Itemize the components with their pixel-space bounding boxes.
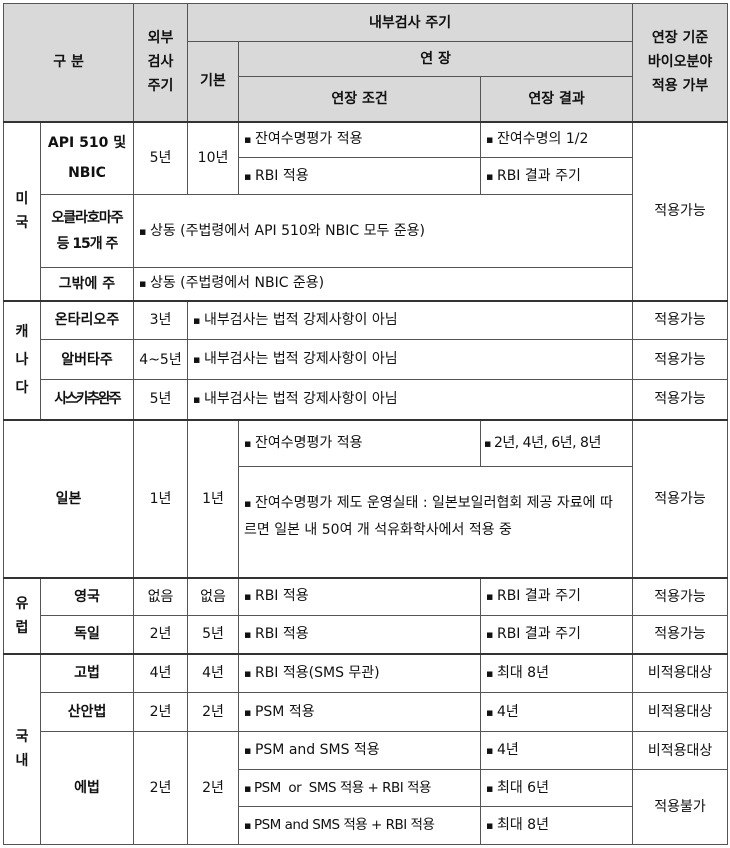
ext-condition: 잔여수명평가 적용 [238, 418, 482, 467]
basic-cycle: 10년 [187, 120, 240, 195]
ext-result: 최대 6년 [480, 769, 634, 807]
external-cycle: 2년 [133, 692, 189, 732]
basic-cycle: 4년 [187, 652, 240, 693]
ext-result: RBI 결과 주기 [480, 576, 634, 616]
ext-condition: RBI 적용 [238, 576, 482, 616]
basic-cycle: 2년 [187, 731, 240, 845]
header-ext-condition: 연장 조건 [238, 76, 482, 122]
header-ext-result: 연장 결과 [480, 76, 634, 122]
region-canada: 캐 나 다 [3, 299, 41, 420]
row-text: 내부검사는 법적 강제사항이 아님 [187, 339, 634, 380]
region-europe: 유 럽 [3, 576, 41, 654]
header-extension: 연 장 [238, 41, 634, 77]
applicability: 적용불가 [632, 769, 729, 845]
external-cycle: 5년 [133, 120, 189, 195]
basic-cycle: 2년 [187, 692, 240, 732]
ext-condition: PSM and SMS 적용 [238, 731, 482, 770]
ext-condition: RBI 적용 [238, 157, 482, 195]
basic-cycle: 없음 [187, 576, 240, 616]
row-label: 알버타주 [39, 339, 135, 380]
row-label: 산안법 [39, 692, 135, 732]
row-label: 그밖에 주 [39, 267, 135, 301]
ext-result: 2년, 4년, 6년, 8년 [480, 418, 634, 467]
applicability: 적용가능 [632, 576, 729, 616]
row-label: 오클라호마주 등 15개 주 [39, 194, 135, 268]
ext-condition: RBI 적용 [238, 615, 482, 654]
applicability: 비적용대상 [632, 692, 729, 732]
header-basic: 기본 [187, 41, 240, 122]
header-applicability: 연장 기준 바이오분야 적용 가부 [632, 3, 729, 122]
row-label: API 510 및 NBIC [39, 120, 135, 195]
basic-cycle: 5년 [187, 615, 240, 654]
ext-result: RBI 결과 주기 [480, 157, 634, 195]
header-category: 구 분 [2, 3, 135, 122]
applicability: 적용가능 [632, 418, 729, 578]
ext-condition: PSM and SMS 적용 + RBI 적용 [238, 806, 482, 845]
ext-condition: PSM 적용 [238, 692, 482, 732]
external-cycle: 2년 [133, 615, 189, 654]
applicability: 적용가능 [632, 120, 729, 301]
applicability: 적용가능 [632, 299, 729, 340]
ext-condition: PSM or SMS 적용 + RBI 적용 [238, 769, 482, 807]
applicability: 적용가능 [632, 379, 729, 420]
ext-result: RBI 결과 주기 [480, 615, 634, 654]
external-cycle: 1년 [133, 418, 189, 578]
row-text: 내부검사는 법적 강제사항이 아님 [187, 299, 634, 340]
ext-result: 잔여수명의 1/2 [480, 120, 634, 158]
applicability: 비적용대상 [632, 652, 729, 693]
row-label: 독일 [39, 615, 135, 654]
ext-condition: 잔여수명평가 적용 [238, 120, 482, 158]
row-label: 일본 [2, 418, 135, 578]
row-text: 내부검사는 법적 강제사항이 아님 [187, 379, 634, 420]
inspection-cycle-table: 구 분 외부 검사 주기 내부검사 주기 연장 기준 바이오분야 적용 가부 기… [2, 3, 729, 845]
region-usa: 미 국 [3, 120, 41, 301]
row-label: 온타리오주 [39, 299, 135, 340]
applicability: 적용가능 [632, 339, 729, 380]
external-cycle: 4년 [133, 652, 189, 693]
external-cycle: 4~5년 [133, 339, 189, 380]
ext-result: 4년 [480, 731, 634, 770]
external-cycle: 2년 [133, 731, 189, 845]
applicability: 비적용대상 [632, 731, 729, 770]
header-internal: 내부검사 주기 [187, 3, 634, 42]
applicability: 적용가능 [632, 615, 729, 654]
japan-note: 잔여수명평가 제도 운영실태 : 일본보일러협회 제공 자료에 따르면 일본 내… [238, 466, 634, 578]
external-cycle: 없음 [133, 576, 189, 616]
row-label: 사스카추완주 [39, 379, 135, 420]
ext-condition: RBI 적용(SMS 무관) [238, 652, 482, 693]
row-text: 상동 (주법령에서 NBIC 준용) [133, 267, 634, 301]
header-external: 외부 검사 주기 [133, 3, 189, 122]
row-label: 고법 [39, 652, 135, 693]
external-cycle: 3년 [133, 299, 189, 340]
ext-result: 최대 8년 [480, 806, 634, 845]
basic-cycle: 1년 [187, 418, 240, 578]
region-domestic: 국 내 [3, 652, 41, 845]
ext-result: 최대 8년 [480, 652, 634, 693]
row-label: 에법 [39, 731, 135, 845]
ext-result: 4년 [480, 692, 634, 732]
row-label: 영국 [39, 576, 135, 616]
external-cycle: 5년 [133, 379, 189, 420]
row-text: 상동 (주법령에서 API 510와 NBIC 모두 준용) [133, 194, 634, 268]
